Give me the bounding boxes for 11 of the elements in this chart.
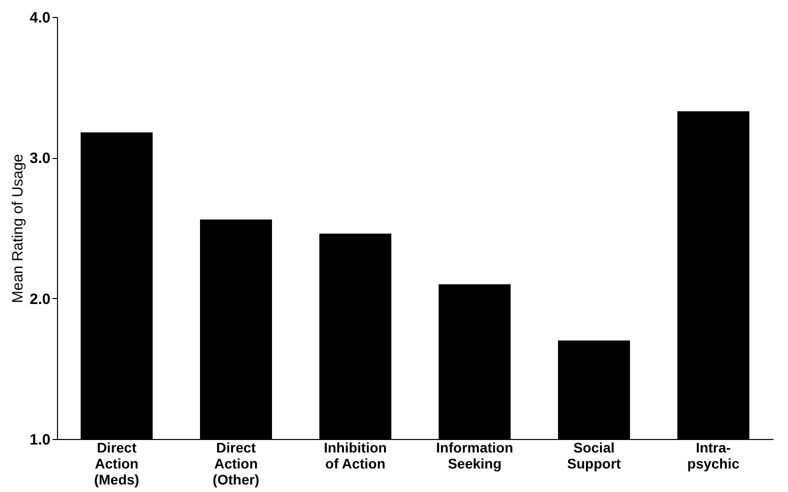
y-tick-label: 2.0 xyxy=(30,290,50,308)
y-tick-label: 4.0 xyxy=(30,10,50,26)
y-tick-label: 1.0 xyxy=(30,432,50,448)
y-tick-label: 3.0 xyxy=(30,150,50,168)
y-axis-title: Mean Rating of Usage xyxy=(10,154,27,304)
x-tick-label: Intra- psychic xyxy=(687,440,740,472)
x-tick-label: Direct Action (Meds) xyxy=(94,440,140,488)
x-tick-label: Information Seeking xyxy=(436,440,514,472)
x-tick-label: Direct Action (Other) xyxy=(212,440,260,488)
x-tick-label: Social Support xyxy=(567,440,622,472)
x-tick-label: Inhibition of Action xyxy=(324,440,387,472)
